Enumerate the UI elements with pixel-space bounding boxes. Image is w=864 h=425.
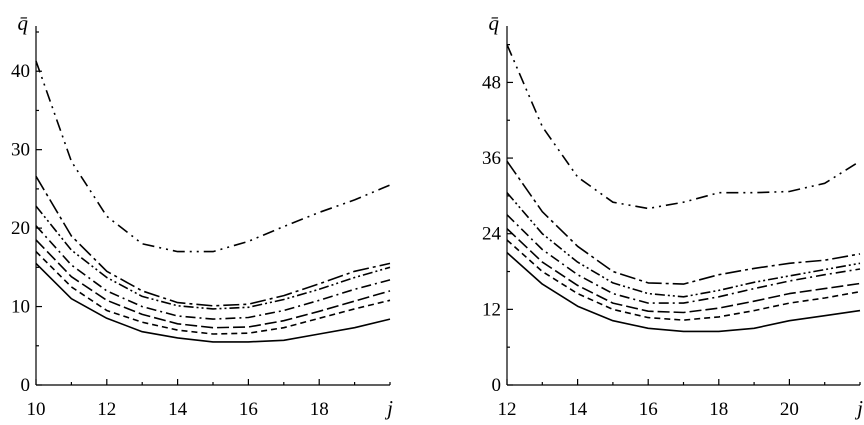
series-line-6 xyxy=(506,160,861,285)
x-tick-label: 12 xyxy=(498,399,517,420)
y-tick-label: 0 xyxy=(21,375,31,396)
y-tick-label: 36 xyxy=(482,148,501,169)
x-tick-label: 18 xyxy=(310,399,329,420)
x-axis-label: j xyxy=(384,396,393,420)
series-line-2 xyxy=(506,239,861,321)
series-line-1 xyxy=(35,262,391,343)
series-line-7 xyxy=(35,60,391,253)
y-tick-label: 12 xyxy=(482,299,501,320)
x-tick-label: 14 xyxy=(568,399,588,420)
series-line-4 xyxy=(35,225,391,320)
x-tick-label: 12 xyxy=(97,399,116,420)
x-tick-label: 10 xyxy=(27,399,46,420)
y-tick-label: 20 xyxy=(11,218,30,239)
y-tick-label: 0 xyxy=(492,375,502,396)
y-tick-label: 40 xyxy=(11,61,30,82)
series-line-2 xyxy=(35,251,391,335)
series-line-3 xyxy=(35,239,391,329)
left-panel: 0 10 20 30 40 10 12 14 16 18 j q̄ xyxy=(11,11,393,420)
x-tick-label: 14 xyxy=(168,399,188,420)
right-panel: 0 12 24 36 48 12 14 16 18 20 j q̄ xyxy=(482,11,863,420)
series-line-6 xyxy=(35,175,391,307)
series-line-5 xyxy=(35,205,391,310)
series-line-3 xyxy=(506,228,861,314)
x-tick-label: 20 xyxy=(780,399,799,420)
x-tick-label: 16 xyxy=(639,399,658,420)
x-axis-label: j xyxy=(854,396,863,420)
series-line-5 xyxy=(506,192,861,298)
y-axis-label: q̄ xyxy=(18,11,29,35)
y-axis-label: q̄ xyxy=(489,11,500,35)
x-tick-label: 16 xyxy=(239,399,258,420)
series-line-4 xyxy=(506,214,861,304)
y-tick-label: 30 xyxy=(11,140,30,161)
series-line-1 xyxy=(506,252,861,333)
x-tick-label: 18 xyxy=(709,399,728,420)
y-tick-label: 48 xyxy=(482,72,501,93)
series-line-7 xyxy=(506,44,861,210)
y-tick-label: 10 xyxy=(11,297,30,318)
y-tick-label: 24 xyxy=(482,224,502,245)
